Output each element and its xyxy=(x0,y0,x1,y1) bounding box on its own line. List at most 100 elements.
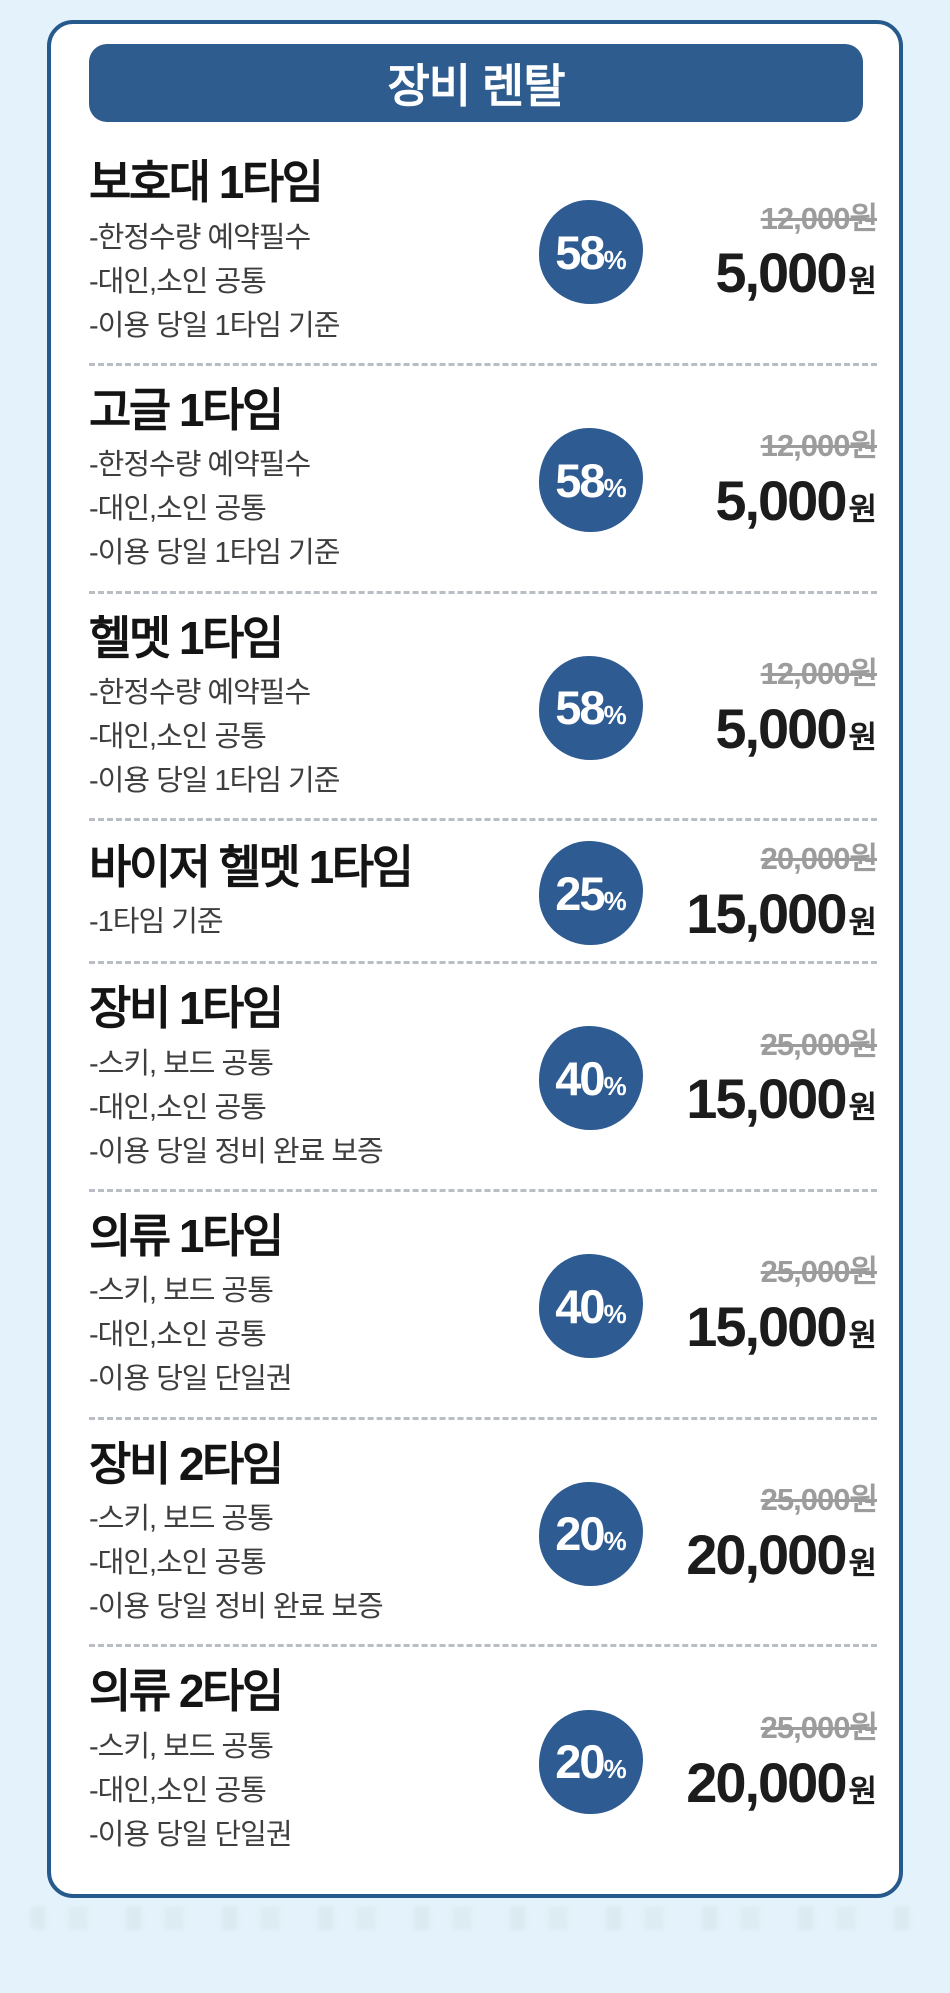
currency-suffix: 원 xyxy=(848,1318,877,1353)
item-notes: -스키, 보드 공통 -대인,소인 공통 -이용 당일 정비 완료 보증 xyxy=(89,1497,539,1629)
discount-badge: 40 % xyxy=(539,1254,643,1359)
currency-suffix: 원 xyxy=(848,719,877,755)
sale-price-value: 15,000 xyxy=(686,1067,847,1131)
discount-badge: 20 % xyxy=(539,1481,643,1586)
sale-price-value: 5,000 xyxy=(715,696,847,760)
item-note: -대인,소인 공통 xyxy=(89,493,267,526)
original-price: 20,000원 xyxy=(760,841,878,877)
original-price: 12,000원 xyxy=(760,656,878,691)
original-price: 25,000원 xyxy=(760,1709,878,1745)
sale-price-line: 5,000원 xyxy=(677,468,877,533)
item-note: -스키, 보드 공통 xyxy=(89,1503,274,1536)
item-title: 헬멧 1타임 xyxy=(89,611,284,664)
dashed-divider xyxy=(89,1644,877,1648)
section-title: 장비 렌탈 xyxy=(387,60,565,112)
original-price: 25,000원 xyxy=(760,1026,878,1062)
item-info: 의류 1타임 -스키, 보드 공통 -대인,소인 공통 -이용 당일 단일권 xyxy=(89,1209,539,1402)
item-info: 의류 2타임 -스키, 보드 공통 -대인,소인 공통 -이용 당일 단일권 xyxy=(89,1666,539,1857)
item-note: -이용 당일 단일권 xyxy=(89,1818,293,1851)
discount-percent-value: 58 xyxy=(555,225,605,279)
sale-price-line: 5,000원 xyxy=(677,240,877,305)
item-note: -한정수량 예약필수 xyxy=(89,221,311,254)
item-note: -대인,소인 공통 xyxy=(89,1774,267,1807)
percent-sign: % xyxy=(603,1298,627,1329)
item-note: -스키, 보드 공통 xyxy=(89,1730,274,1763)
item-notes: -한정수량 예약필수 -대인,소인 공통 -이용 당일 1타임 기준 xyxy=(89,216,539,348)
item-notes: -스키, 보드 공통 -대인,소인 공통 -이용 당일 단일권 xyxy=(89,1725,539,1857)
item-note: -1타임 기준 xyxy=(89,906,224,939)
rental-item: 바이저 헬멧 1타임 -1타임 기준 25 % 20,000원 15,000원 xyxy=(89,821,878,961)
item-note: -이용 당일 정비 완료 보증 xyxy=(89,1135,384,1168)
percent-sign: % xyxy=(603,885,627,916)
item-pricing: 58 % 12,000원 5,000원 xyxy=(539,655,878,761)
discount-percent-value: 40 xyxy=(555,1051,605,1105)
item-note: -대인,소인 공통 xyxy=(89,265,267,298)
sale-price-line: 5,000원 xyxy=(677,696,877,761)
sale-price-line: 15,000원 xyxy=(677,1066,877,1131)
price-block: 12,000원 5,000원 xyxy=(677,655,878,761)
faded-background-artifact xyxy=(30,1906,920,1930)
rental-price-card: 장비 렌탈 보호대 1타임 -한정수량 예약필수 -대인,소인 공통 -이용 당일 … xyxy=(47,20,903,1898)
currency-suffix: 원 xyxy=(848,1773,877,1809)
price-block: 25,000원 15,000원 xyxy=(677,1026,878,1132)
price-block: 12,000원 5,000원 xyxy=(677,200,878,306)
item-note: -스키, 보드 공통 xyxy=(89,1047,274,1080)
item-title: 장비 1타임 xyxy=(89,982,284,1034)
item-notes: -한정수량 예약필수 -대인,소인 공통 -이용 당일 1타임 기준 xyxy=(89,443,539,575)
item-notes: -스키, 보드 공통 -대인,소인 공통 -이용 당일 단일권 xyxy=(89,1269,539,1401)
sale-price-value: 20,000 xyxy=(686,1522,847,1586)
dashed-divider xyxy=(89,590,877,594)
original-price: 12,000원 xyxy=(760,428,878,464)
item-title: 의류 1타임 xyxy=(89,1209,284,1262)
discount-badge: 40 % xyxy=(539,1026,643,1131)
dashed-divider xyxy=(89,961,877,964)
item-note: -이용 당일 1타임 기준 xyxy=(89,765,340,798)
discount-percent-value: 40 xyxy=(555,1279,605,1333)
currency-suffix: 원 xyxy=(848,264,877,300)
item-title: 의류 2타임 xyxy=(89,1665,284,1718)
discount-badge: 25 % xyxy=(539,841,643,946)
item-pricing: 20 % 25,000원 20,000원 xyxy=(539,1481,878,1587)
item-note: -이용 당일 정비 완료 보증 xyxy=(89,1591,384,1624)
price-block: 25,000원 20,000원 xyxy=(677,1709,878,1815)
item-title: 보호대 1타임 xyxy=(89,156,324,208)
sale-price-value: 15,000 xyxy=(686,882,847,945)
discount-percent-value: 58 xyxy=(555,453,605,507)
item-pricing: 58 % 12,000원 5,000원 xyxy=(539,200,878,306)
item-note: -스키, 보드 공통 xyxy=(89,1275,274,1308)
sale-price-value: 5,000 xyxy=(715,469,847,532)
dashed-divider xyxy=(89,1188,877,1192)
section-header: 장비 렌탈 xyxy=(89,44,863,122)
rental-item: 의류 1타임 -스키, 보드 공통 -대인,소인 공통 -이용 당일 단일권 40 … xyxy=(89,1192,878,1417)
currency-suffix: 원 xyxy=(848,905,877,940)
currency-suffix: 원 xyxy=(848,1545,877,1581)
item-notes: -1타임 기준 xyxy=(89,900,539,944)
rental-item: 고글 1타임 -한정수량 예약필수 -대인,소인 공통 -이용 당일 1타임 기준 … xyxy=(89,366,878,591)
original-price: 12,000원 xyxy=(760,200,878,236)
sale-price-line: 20,000원 xyxy=(677,1750,877,1815)
discount-badge: 58 % xyxy=(539,655,643,760)
percent-sign: % xyxy=(603,1754,627,1785)
sale-price-value: 5,000 xyxy=(715,241,847,305)
dashed-divider xyxy=(89,818,877,822)
item-info: 보호대 1타임 -한정수량 예약필수 -대인,소인 공통 -이용 당일 1타임 기준 xyxy=(89,156,539,348)
sale-price-line: 15,000원 xyxy=(677,1294,877,1359)
item-notes: -스키, 보드 공통 -대인,소인 공통 -이용 당일 정비 완료 보증 xyxy=(89,1042,539,1174)
item-note: -이용 당일 1타임 기준 xyxy=(89,537,340,570)
item-notes: -한정수량 예약필수 -대인,소인 공통 -이용 당일 1타임 기준 xyxy=(89,671,539,803)
sale-price-line: 20,000원 xyxy=(677,1522,877,1587)
percent-sign: % xyxy=(603,1070,627,1101)
item-info: 헬멧 1타임 -한정수량 예약필수 -대인,소인 공통 -이용 당일 1타임 기준 xyxy=(89,611,539,804)
item-pricing: 25 % 20,000원 15,000원 xyxy=(539,840,878,946)
discount-percent-value: 25 xyxy=(555,866,605,920)
item-title: 바이저 헬멧 1타임 xyxy=(89,840,414,893)
item-pricing: 20 % 25,000원 20,000원 xyxy=(539,1709,878,1815)
item-info: 장비 2타임 -스키, 보드 공통 -대인,소인 공통 -이용 당일 정비 완료 보… xyxy=(89,1438,539,1630)
items-list: 보호대 1타임 -한정수량 예약필수 -대인,소인 공통 -이용 당일 1타임 기준… xyxy=(89,138,878,1872)
item-pricing: 58 % 12,000원 5,000원 xyxy=(539,427,878,533)
item-note: -한정수량 예약필수 xyxy=(89,449,311,482)
rental-item: 장비 2타임 -스키, 보드 공통 -대인,소인 공통 -이용 당일 정비 완료 보… xyxy=(89,1420,878,1645)
sale-price-value: 15,000 xyxy=(686,1295,847,1358)
sale-price-value: 20,000 xyxy=(686,1750,847,1814)
discount-percent-value: 20 xyxy=(555,1735,605,1789)
